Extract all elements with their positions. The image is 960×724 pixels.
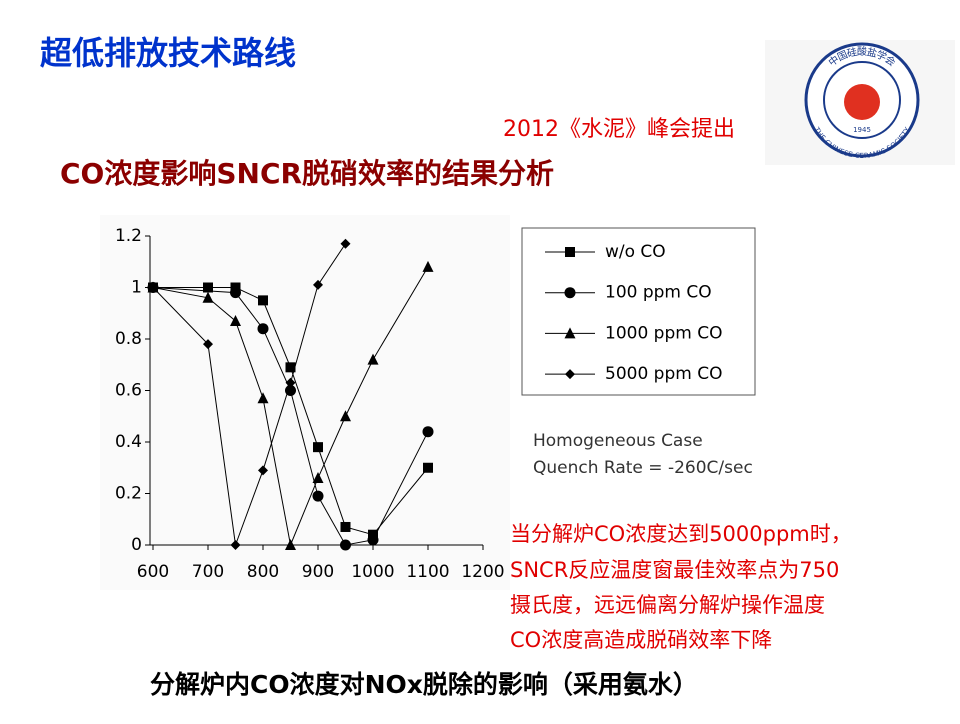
marker (564, 327, 576, 339)
marker (203, 339, 213, 350)
marker (312, 490, 324, 502)
x-tick-label: 700 (192, 562, 224, 582)
legend-label: 100 ppm CO (605, 283, 712, 303)
x-tick-label: 1000 (351, 562, 394, 582)
marker (423, 462, 433, 473)
y-tick-label: 0 (131, 535, 142, 555)
y-tick-label: 1.2 (115, 226, 142, 246)
note-line: SNCR反应温度窗最佳效率点为750 (510, 558, 839, 582)
x-tick-label: 900 (302, 562, 334, 582)
marker (230, 314, 241, 326)
marker (230, 287, 241, 299)
marker (230, 540, 241, 550)
source-note: 2012《水泥》峰会提出 (503, 117, 735, 142)
marker (258, 465, 268, 476)
legend-box (521, 227, 756, 396)
marker (340, 410, 351, 422)
marker (202, 291, 214, 303)
x-tick-label: 800 (247, 562, 279, 582)
marker (312, 472, 324, 484)
note-line: CO浓度高造成脱硝效率下降 (510, 628, 772, 652)
legend-label: 1000 ppm CO (605, 323, 722, 343)
marker (285, 539, 296, 550)
caption: 分解炉内CO浓度对NOx脱除的影响（采用氨水） (150, 670, 698, 699)
marker (367, 534, 379, 546)
y-tick-label: 1 (131, 278, 142, 298)
marker (285, 377, 296, 388)
y-tick-label: 0.4 (115, 432, 142, 452)
marker (257, 323, 269, 335)
y-tick-label: 0.2 (115, 484, 142, 504)
y-tick-label: 0.8 (115, 329, 142, 349)
marker (422, 260, 434, 272)
marker (203, 282, 213, 293)
x-tick-label: 600 (137, 562, 169, 582)
marker (257, 392, 269, 404)
chart-bg (100, 215, 510, 590)
y-tick-label: 0.6 (115, 381, 142, 401)
logo: 中国硅酸盐学会 THE CHINESE CERAMIC SOCIETY 1945 (765, 40, 955, 165)
marker (258, 295, 268, 306)
chart: 0 0.2 0.4 0.6 0.8 1 1.2 600 700 800 900 1000 1100 120… (115, 226, 753, 582)
x-tick-label: 1200 (461, 562, 504, 582)
marker (340, 238, 351, 249)
marker (285, 362, 296, 373)
marker (340, 539, 351, 551)
marker (564, 287, 576, 299)
marker (148, 282, 158, 293)
marker (565, 369, 575, 380)
note-line: 当分解炉CO浓度达到5000ppm时， (510, 522, 852, 546)
marker (313, 442, 323, 453)
subtitle: CO浓度影响SNCR脱硝效率的结果分析 (60, 157, 554, 190)
marker (285, 385, 296, 396)
marker (367, 353, 379, 365)
marker (422, 426, 434, 438)
legend-label: 5000 ppm CO (605, 364, 722, 384)
note-line: 摄氏度，远远偏离分解炉操作温度 (510, 593, 825, 617)
marker (340, 521, 351, 532)
logo-flame (844, 84, 880, 120)
slide-title: 超低排放技术路线 (40, 34, 296, 72)
annotation: Quench Rate = -260C/sec (533, 458, 753, 478)
x-tick-label: 1100 (406, 562, 449, 582)
logo-year: 1945 (853, 126, 871, 134)
legend-label: w/o CO (605, 242, 666, 262)
marker (313, 279, 323, 290)
marker (565, 247, 575, 257)
annotation: Homogeneous Case (533, 431, 703, 451)
